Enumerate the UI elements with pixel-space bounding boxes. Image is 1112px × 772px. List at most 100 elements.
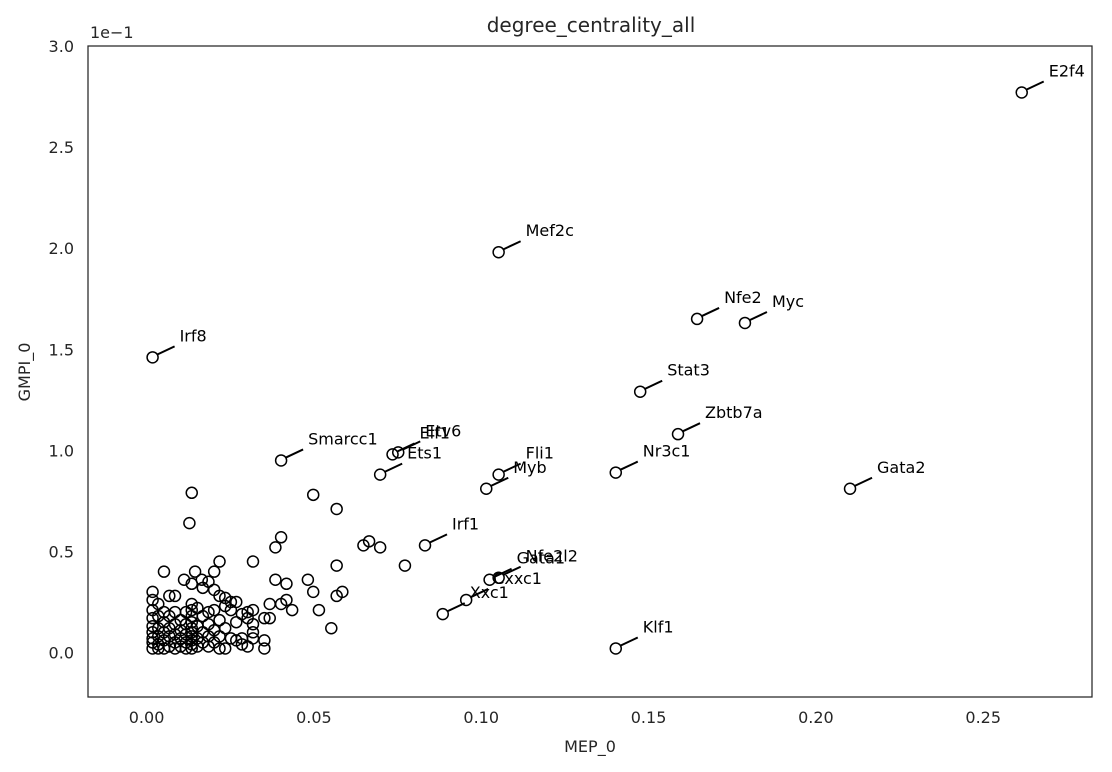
point-annotation: Nfe2 (724, 288, 762, 307)
data-point (146, 611, 159, 625)
data-point (609, 642, 623, 655)
data-point (1015, 86, 1028, 99)
chart-title: degree_centrality_all (487, 13, 696, 37)
point-annotation: Zbtb7a (705, 403, 763, 422)
point-annotation: Gata2 (877, 458, 925, 477)
data-point (301, 573, 315, 586)
data-point (269, 573, 282, 586)
data-point (258, 634, 271, 647)
data-point (168, 589, 182, 603)
annotation-leader (503, 462, 522, 473)
point-annotation: Gata1 (517, 549, 565, 568)
data-point (492, 245, 505, 259)
annotation-leader (429, 533, 448, 544)
data-point (386, 448, 399, 461)
data-point (213, 555, 226, 568)
data-point (246, 603, 260, 617)
y-axis-label: GMPI_0 (15, 343, 35, 402)
data-point (188, 565, 202, 578)
x-axis-label: MEP_0 (564, 737, 616, 757)
data-point (230, 595, 243, 609)
annotation-leader (503, 565, 522, 576)
data-point (258, 642, 271, 655)
data-point (185, 603, 198, 617)
annotation-leader (644, 379, 663, 390)
data-point (246, 626, 260, 639)
point-annotation: Fli1 (526, 444, 554, 463)
y-tick-label: 0.5 (49, 542, 74, 561)
plot-frame (87, 45, 1093, 698)
data-point (330, 502, 343, 516)
x-tick-label: 0.25 (965, 708, 1001, 727)
data-point (609, 466, 623, 479)
point-annotation: Nr3c1 (643, 442, 691, 461)
annotation-leader (157, 345, 176, 356)
data-point (373, 541, 387, 554)
annotation-leader (620, 636, 639, 647)
data-point (218, 622, 232, 635)
data-point (391, 446, 405, 459)
point-annotation: Irf8 (180, 326, 207, 345)
data-point (418, 539, 432, 552)
point-annotation: Nfe2l2 (526, 547, 578, 566)
annotation-leader (503, 240, 522, 251)
data-point (195, 573, 209, 586)
annotation-leader (1026, 80, 1045, 91)
x-tick-label: 0.15 (631, 708, 667, 727)
point-annotation: Klf1 (643, 617, 674, 636)
data-point (330, 559, 343, 572)
y-tick-label: 1.5 (49, 340, 74, 359)
annotation-leader (494, 567, 513, 578)
data-point (480, 482, 493, 496)
annotation-leader (682, 422, 701, 433)
y-offset-label: 1e−1 (90, 23, 134, 42)
data-point (185, 630, 198, 643)
annotation-leader (447, 602, 466, 613)
point-annotation: Myc (772, 292, 804, 311)
data-point (241, 605, 254, 619)
data-point (213, 589, 226, 603)
data-point (163, 589, 176, 603)
point-annotation: E2f4 (1049, 62, 1085, 81)
data-point (207, 565, 221, 578)
data-point (492, 571, 505, 584)
data-point (459, 593, 473, 607)
y-tick-label: 2.5 (49, 138, 74, 157)
y-tick-label: 2.0 (49, 239, 74, 258)
data-point (146, 585, 159, 599)
data-point (246, 555, 260, 568)
data-point (306, 585, 320, 599)
data-point (213, 642, 226, 655)
data-point (280, 593, 293, 607)
data-point (258, 611, 271, 625)
data-point (274, 454, 288, 467)
data-point (263, 611, 276, 625)
data-point (671, 427, 685, 441)
point-annotation: Cxxc1 (493, 569, 542, 588)
y-tick-label: 0.0 (49, 644, 74, 663)
data-point (146, 351, 159, 364)
y-tick-label: 3.0 (49, 37, 74, 56)
point-annotation: Etv6 (425, 421, 461, 440)
data-point (312, 603, 326, 617)
data-point (398, 559, 412, 572)
data-point (306, 488, 320, 502)
annotation-leader (701, 307, 720, 317)
data-point (183, 516, 196, 530)
data-point (202, 605, 215, 619)
annotation-leader (749, 311, 768, 321)
annotation-leader (285, 448, 304, 459)
data-point (336, 585, 349, 599)
data-point (218, 642, 232, 655)
annotation-leader (470, 588, 489, 598)
data-point (185, 486, 198, 500)
annotation-leader (490, 476, 509, 487)
data-point (177, 573, 191, 586)
data-point (235, 638, 249, 651)
data-point (373, 468, 387, 481)
data-point (280, 577, 293, 591)
point-annotation: Elf1 (420, 423, 450, 442)
annotation-leader (397, 442, 415, 453)
point-annotation: Myb (513, 458, 546, 477)
